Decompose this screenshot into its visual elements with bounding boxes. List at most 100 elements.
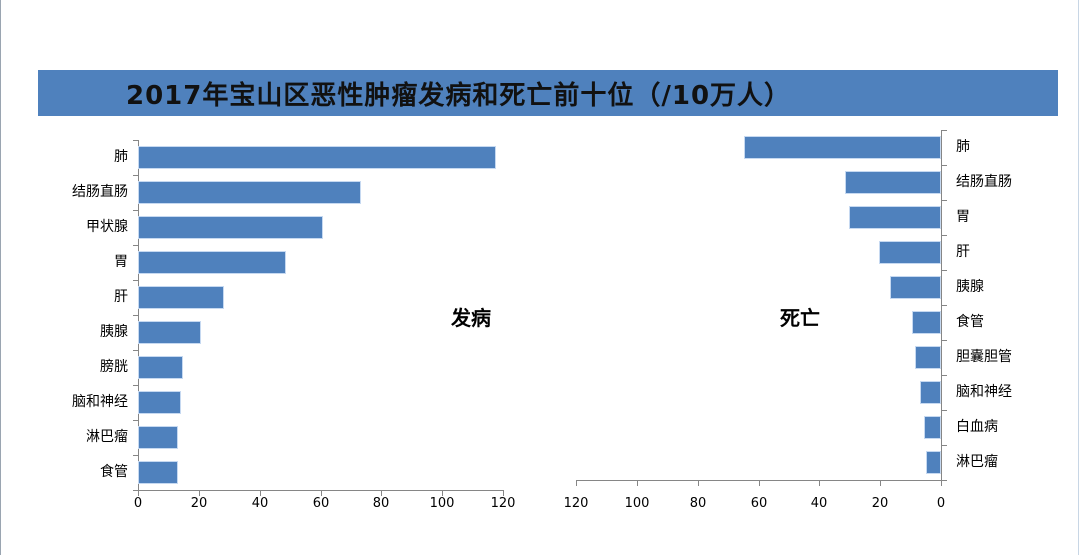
- bar: [138, 356, 184, 379]
- x-tick-label: 100: [624, 496, 650, 511]
- x-tick-label: 60: [750, 496, 768, 511]
- bar: [926, 451, 941, 474]
- x-tick: [759, 480, 760, 486]
- x-tick: [819, 480, 820, 486]
- x-tick-label: 120: [490, 496, 516, 511]
- y-tick: [942, 165, 947, 166]
- category-label: 胆囊胆管: [956, 349, 1012, 365]
- y-tick: [133, 245, 138, 246]
- y-tick: [133, 385, 138, 386]
- bar: [138, 181, 361, 204]
- x-tick-label: 40: [251, 496, 269, 511]
- x-tick: [442, 490, 443, 496]
- y-tick: [942, 200, 947, 201]
- category-label: 膀胱: [100, 359, 128, 375]
- y-tick: [942, 480, 947, 481]
- category-label: 肝: [956, 244, 970, 260]
- x-tick: [576, 480, 577, 486]
- bar: [848, 206, 941, 229]
- y-tick: [942, 270, 947, 271]
- category-label: 胃: [114, 254, 128, 270]
- category-label: 食管: [956, 314, 984, 330]
- y-tick: [133, 280, 138, 281]
- x-tick: [880, 480, 881, 486]
- category-label: 肝: [114, 289, 128, 305]
- x-tick: [138, 490, 139, 496]
- bar: [138, 146, 496, 169]
- bar: [138, 426, 179, 449]
- x-tick-label: 60: [312, 496, 330, 511]
- category-label: 淋巴瘤: [956, 454, 998, 470]
- bar: [844, 171, 941, 194]
- bar: [138, 216, 324, 239]
- y-tick: [942, 445, 947, 446]
- x-tick: [637, 480, 638, 486]
- bar: [878, 241, 941, 264]
- x-tick: [199, 490, 200, 496]
- category-label: 白血病: [956, 419, 998, 435]
- y-tick: [133, 455, 138, 456]
- y-tick: [942, 410, 947, 411]
- y-tick: [942, 305, 947, 306]
- bar: [138, 321, 201, 344]
- x-tick-label: 20: [190, 496, 208, 511]
- bar: [138, 391, 181, 414]
- title-bar: 2017年宝山区恶性肿瘤发病和死亡前十位（/10万人）: [38, 70, 1058, 116]
- x-axis: [138, 490, 503, 491]
- x-tick: [381, 490, 382, 496]
- bar: [920, 381, 941, 404]
- chart-title: 2017年宝山区恶性肿瘤发病和死亡前十位（/10万人）: [126, 80, 792, 111]
- category-label: 胰腺: [100, 324, 128, 340]
- category-label: 胃: [956, 209, 970, 225]
- y-tick: [133, 140, 138, 141]
- x-tick: [698, 480, 699, 486]
- category-label: 甲状腺: [86, 219, 128, 235]
- x-tick-label: 80: [372, 496, 390, 511]
- category-label: 胰腺: [956, 279, 984, 295]
- category-label: 脑和神经: [956, 384, 1012, 400]
- y-tick: [133, 315, 138, 316]
- x-tick-label: 0: [936, 496, 946, 511]
- x-tick: [321, 490, 322, 496]
- bar: [138, 286, 225, 309]
- bar: [923, 416, 941, 439]
- y-tick: [133, 350, 138, 351]
- y-axis: [138, 140, 139, 490]
- bar: [138, 251, 287, 274]
- bar: [138, 461, 179, 484]
- incidence-chart: 发病 0 20 40 60 80 100 120 肺结肠直肠甲状腺胃肝胰腺膀胱脑和神经淋巴瘤食…: [72, 140, 516, 511]
- y-tick: [942, 375, 947, 376]
- x-tick-label: 40: [810, 496, 828, 511]
- category-label: 淋巴瘤: [86, 429, 128, 445]
- bar: [889, 276, 941, 299]
- mortality-label: 死亡: [780, 306, 820, 330]
- category-label: 结肠直肠: [72, 184, 128, 200]
- y-axis: [941, 130, 942, 480]
- x-tick-label: 20: [871, 496, 889, 511]
- category-label: 结肠直肠: [956, 174, 1012, 190]
- right-border: [1078, 0, 1079, 555]
- x-axis: [576, 480, 941, 481]
- x-tick: [260, 490, 261, 496]
- incidence-label: 发病: [451, 306, 491, 330]
- category-label: 食管: [100, 464, 128, 480]
- category-label: 脑和神经: [72, 394, 128, 410]
- bar: [914, 346, 941, 369]
- x-tick-label: 0: [133, 496, 143, 511]
- bar: [743, 136, 941, 159]
- y-tick: [133, 210, 138, 211]
- x-tick-label: 100: [429, 496, 455, 511]
- y-tick: [942, 340, 947, 341]
- x-tick-label: 120: [563, 496, 589, 511]
- x-tick: [503, 490, 504, 496]
- bar: [912, 311, 941, 334]
- x-tick-label: 80: [689, 496, 707, 511]
- y-tick: [942, 130, 947, 131]
- y-tick: [133, 420, 138, 421]
- category-label: 肺: [956, 139, 970, 155]
- x-tick: [941, 480, 942, 486]
- y-tick: [133, 490, 138, 491]
- category-label: 肺: [114, 149, 128, 165]
- y-tick: [133, 175, 138, 176]
